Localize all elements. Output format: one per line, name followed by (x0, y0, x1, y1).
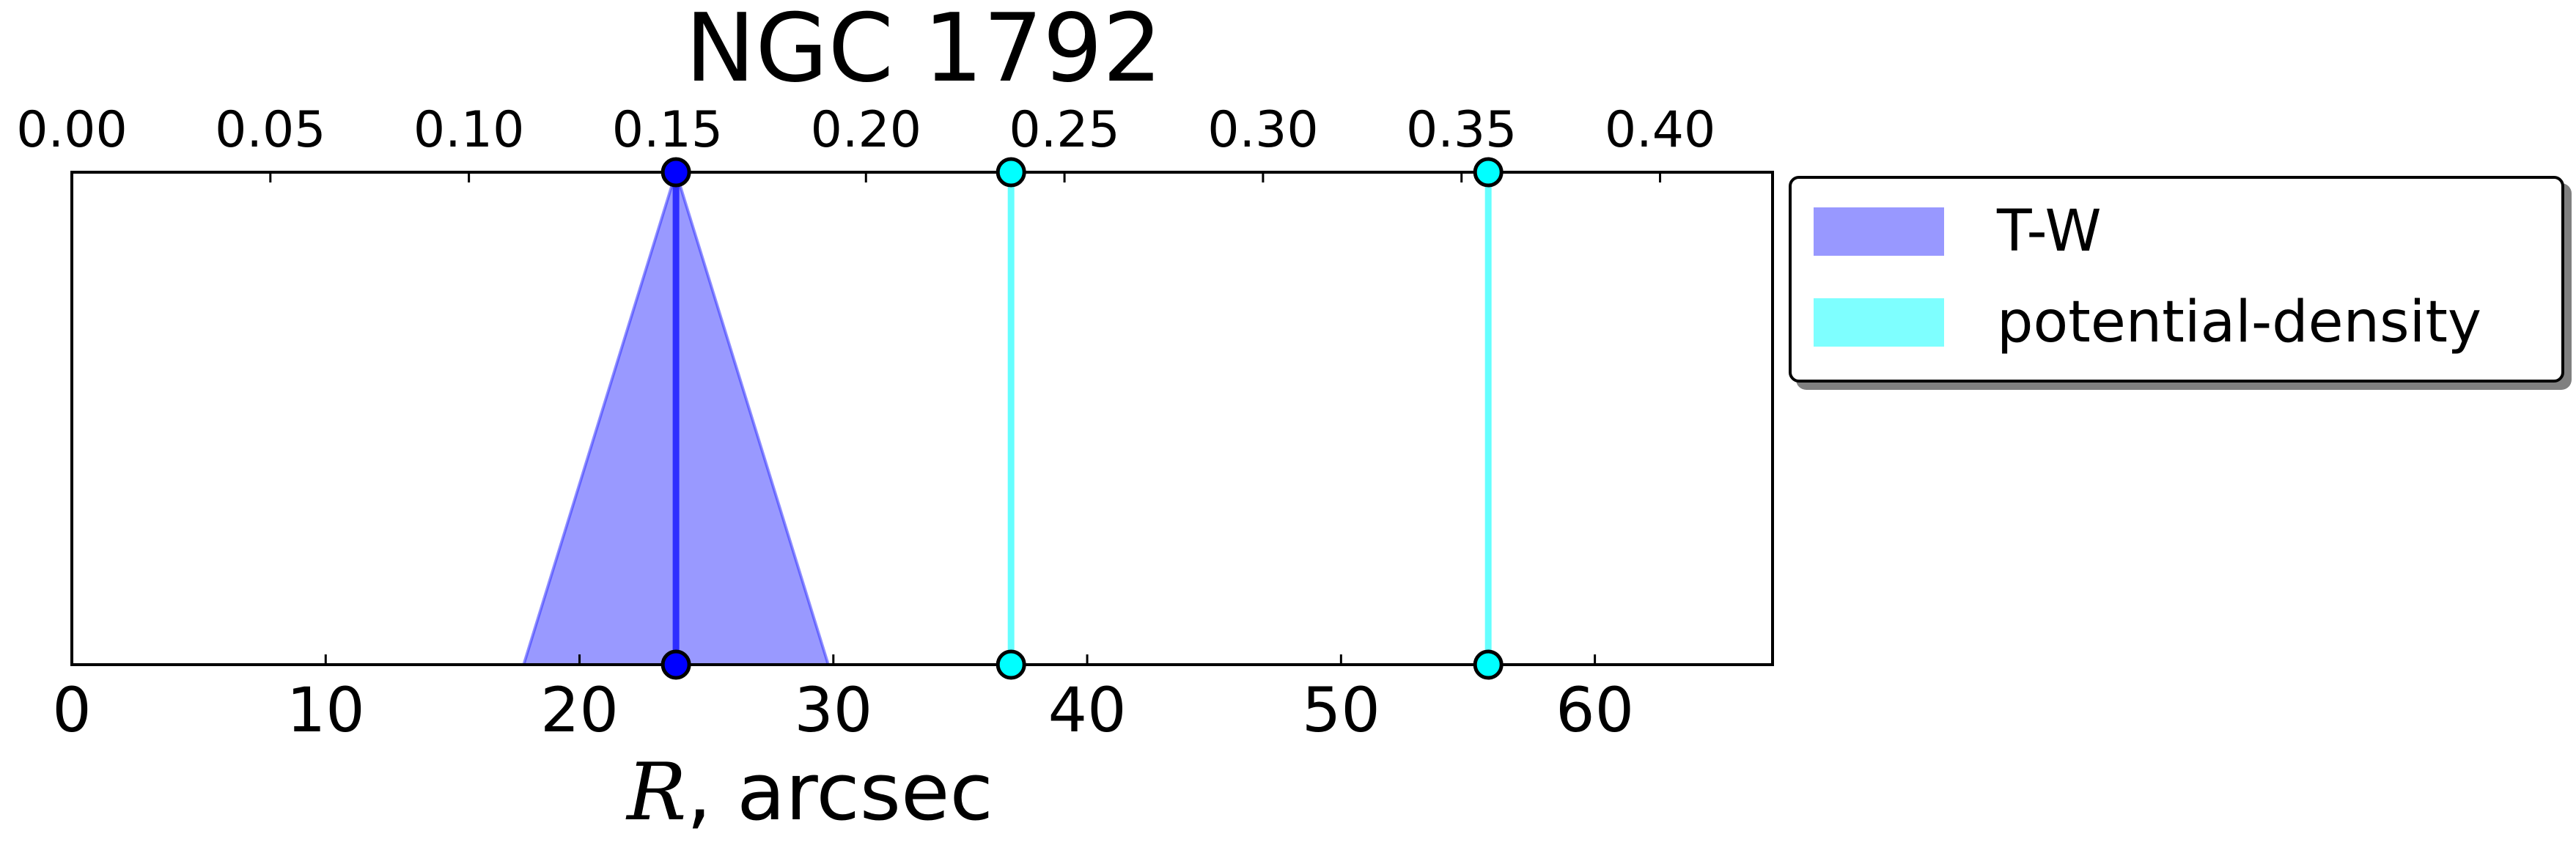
endpoint-marker-1-0-0 (996, 157, 1026, 188)
legend: T-W potential-density (1789, 176, 2564, 383)
x2-tick-label: 0.10 (413, 101, 524, 159)
endpoint-marker-1-0-1 (996, 649, 1026, 680)
x2-axis-tick-labels: 0.00 0.05 0.10 0.15 0.20 0.25 0.30 0.35 0.40 (16, 101, 1715, 159)
plot-shapes (521, 167, 1492, 666)
x-tick-label: 50 (1302, 674, 1380, 746)
legend-swatch-potential-density (1814, 298, 1944, 347)
x-tick-label: 20 (540, 674, 619, 746)
chart-title: NGC 1792 (685, 0, 1163, 103)
legend-entry-tw: T-W (1814, 199, 2102, 265)
plot-markers (660, 157, 1504, 680)
x-tick-label: 60 (1556, 674, 1634, 746)
legend-entry-potential-density: potential-density (1814, 289, 2481, 355)
endpoint-marker-0-0-0 (660, 157, 691, 188)
x-tick-label: 0 (52, 674, 91, 746)
x-axis-label: R, arcsec (625, 747, 993, 838)
x2-tick-label: 0.00 (16, 101, 127, 159)
legend-label-tw: T-W (1997, 199, 2102, 265)
endpoint-marker-0-0-1 (660, 649, 691, 680)
x-tick-label: 40 (1048, 674, 1127, 746)
x2-tick-label: 0.05 (215, 101, 325, 159)
legend-swatch-tw (1814, 207, 1944, 256)
x2-tick-label: 0.15 (612, 101, 723, 159)
endpoint-marker-1-1-1 (1473, 649, 1504, 680)
x2-tick-label: 0.40 (1605, 101, 1715, 159)
x-tick-label: 10 (287, 674, 365, 746)
x-tick-label: 30 (794, 674, 872, 746)
endpoint-marker-1-1-0 (1473, 157, 1504, 188)
plot-frame (70, 171, 1774, 666)
x2-tick-label: 0.30 (1207, 101, 1318, 159)
x2-tick-label: 0.25 (1009, 101, 1119, 159)
axis-ticks (70, 172, 1662, 665)
x2-tick-label: 0.35 (1406, 101, 1517, 159)
x2-tick-label: 0.20 (811, 101, 921, 159)
x-axis-tick-labels: 0 10 20 30 40 50 60 (52, 674, 1634, 746)
legend-label-potential-density: potential-density (1997, 289, 2482, 355)
